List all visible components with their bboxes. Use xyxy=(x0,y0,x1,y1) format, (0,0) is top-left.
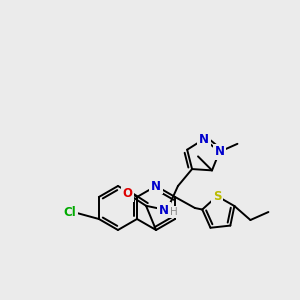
Text: Cl: Cl xyxy=(63,206,76,219)
Text: H: H xyxy=(170,207,178,217)
Text: N: N xyxy=(151,179,161,193)
Text: N: N xyxy=(159,204,169,217)
Text: S: S xyxy=(213,190,221,202)
Text: N: N xyxy=(199,133,209,146)
Text: O: O xyxy=(122,187,132,200)
Text: N: N xyxy=(214,145,224,158)
